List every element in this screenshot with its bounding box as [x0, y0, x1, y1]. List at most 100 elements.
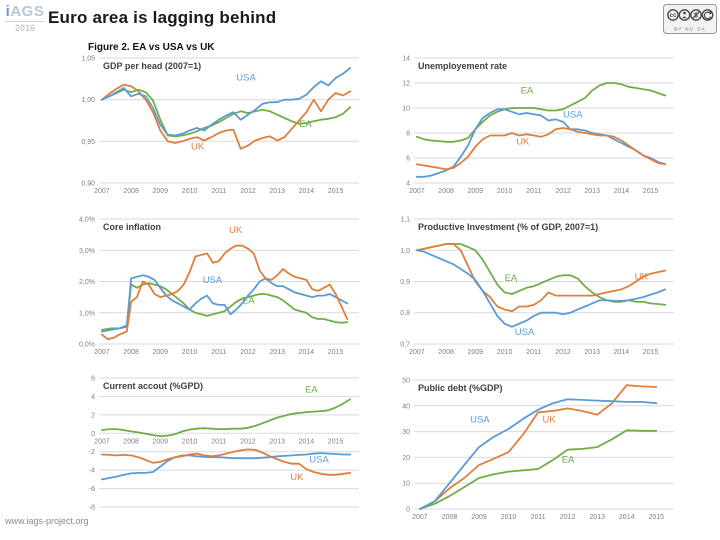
y-tick-label: 0,95 — [81, 139, 95, 146]
y-tick-label: 2 — [91, 412, 95, 419]
x-tick-label: 2007 — [94, 438, 110, 445]
figure-caption: Figure 2. EA vs USA vs UK — [88, 42, 215, 53]
chart-slot-core-inflation: 4,0% 3,0% 2,0% 1,0% 0,0% 2007 2008 2009 2010 2011… — [73, 211, 365, 363]
y-tick-label: -6 — [89, 486, 95, 493]
y-tick-label: 6 — [406, 156, 410, 163]
chart-title: Core inflation — [103, 222, 161, 232]
x-tick-label: 2007 — [412, 514, 428, 521]
gdp-per-head-usa-label: USA — [236, 73, 256, 84]
x-tick-label: 2013 — [584, 349, 600, 356]
x-tick-label: 2009 — [468, 349, 484, 356]
x-tick-label: 2012 — [560, 514, 576, 521]
y-tick-label: 4,0% — [79, 217, 95, 224]
unemployment-ea-line — [415, 82, 667, 143]
current-account-usa-label: USA — [309, 454, 329, 465]
x-tick-label: 2015 — [643, 349, 659, 356]
y-tick-label: 4 — [91, 394, 95, 401]
x-tick-label: 2014 — [619, 514, 635, 521]
x-tick-label: 2015 — [328, 438, 344, 445]
gdp-per-head-uk-label: UK — [191, 142, 205, 153]
public-debt-uk-line — [418, 384, 658, 510]
y-tick-label: 0,90 — [81, 181, 95, 188]
x-tick-label: 2009 — [153, 188, 169, 195]
y-tick-label: 0 — [406, 507, 410, 514]
footer-link[interactable]: www.iags-project.org — [5, 516, 89, 526]
productive-investment-usa-label: USA — [515, 327, 535, 338]
public-debt-ea-label: EA — [562, 455, 575, 466]
current-account-uk-line — [100, 448, 352, 476]
x-tick-label: 2014 — [299, 188, 315, 195]
productive-investment-uk-label: UK — [635, 271, 649, 282]
x-tick-label: 2008 — [438, 349, 454, 356]
gdp-per-head-uk-line — [100, 83, 352, 150]
chart-title: Current accout (%GPD) — [103, 381, 203, 391]
core-inflation-uk-line — [100, 244, 349, 341]
svg-text:$: $ — [694, 13, 698, 20]
y-tick-label: 0,0% — [79, 342, 95, 349]
unemployment-usa-label: USA — [563, 109, 583, 120]
y-tick-label: -2 — [89, 449, 95, 456]
x-tick-label: 2015 — [328, 349, 344, 356]
y-tick-label: 8 — [406, 131, 410, 138]
productive-investment-usa-line — [415, 249, 667, 328]
y-tick-label: 1,0 — [400, 248, 410, 255]
core-inflation-usa-line — [100, 274, 349, 333]
y-tick-label: 2,0% — [79, 279, 95, 286]
cc-license-badge: cc $ BY NC SA — [663, 4, 717, 39]
x-tick-label: 2008 — [442, 514, 458, 521]
x-tick-label: 2012 — [240, 349, 256, 356]
chart-core-inflation: 4,0% 3,0% 2,0% 1,0% 0,0%2007 2008 2009 2010 2011… — [79, 217, 359, 356]
iags-logo-brand: iAGS — [5, 4, 45, 19]
y-tick-label: 1,1 — [400, 217, 410, 224]
public-debt-uk-label: UK — [543, 415, 557, 426]
chart-title: Productive Investment (% of GDP, 2007=1) — [418, 222, 598, 232]
x-tick-label: 2009 — [468, 188, 484, 195]
x-tick-label: 2011 — [211, 438, 226, 445]
public-debt-usa-label: USA — [470, 415, 490, 426]
y-tick-label: 10 — [402, 481, 410, 488]
y-tick-label: 3,0% — [79, 248, 95, 255]
x-tick-label: 2011 — [531, 514, 546, 521]
chart-title: Public debt (%GDP) — [418, 383, 503, 393]
gdp-per-head-ea-line — [100, 88, 352, 138]
gdp-per-head-usa-line — [100, 67, 352, 137]
current-account-uk-label: UK — [290, 472, 304, 483]
current-account-ea-line — [100, 398, 352, 437]
y-tick-label: 14 — [402, 56, 410, 63]
y-tick-label: 1,0% — [79, 310, 95, 317]
page-title: Euro area is lagging behind — [48, 8, 277, 27]
x-tick-label: 2015 — [643, 188, 659, 195]
x-tick-label: 2014 — [614, 188, 630, 195]
y-tick-label: 4 — [406, 181, 410, 188]
x-tick-label: 2014 — [299, 438, 315, 445]
core-inflation-usa-label: USA — [203, 275, 223, 286]
x-tick-label: 2008 — [438, 188, 454, 195]
x-tick-label: 2013 — [269, 188, 285, 195]
cc-license-text: BY NC SA — [674, 27, 706, 32]
unemployment-uk-label: UK — [516, 136, 530, 147]
x-tick-label: 2014 — [614, 349, 630, 356]
x-tick-label: 2012 — [240, 438, 256, 445]
y-tick-label: 10 — [402, 106, 410, 113]
y-tick-label: 20 — [402, 455, 410, 462]
public-debt-ea-line — [418, 429, 658, 510]
by-icon — [682, 11, 687, 19]
y-tick-label: 12 — [402, 81, 410, 88]
chart-title: Unemployement rate — [418, 61, 507, 71]
chart-current-account: 6 4 2 0 -2 -4 -6 -8 2007 2008 2009 2010 2011 2012 2013… — [89, 376, 359, 512]
x-tick-label: 2010 — [497, 349, 513, 356]
x-tick-label: 2007 — [409, 188, 425, 195]
core-inflation-uk-label: UK — [229, 225, 243, 236]
y-tick-label: 40 — [402, 403, 410, 410]
x-tick-label: 2011 — [211, 188, 226, 195]
y-tick-label: -4 — [89, 468, 95, 475]
svg-text:cc: cc — [670, 13, 677, 19]
unemployment-usa-line — [415, 108, 667, 178]
y-tick-label: 0,7 — [400, 342, 410, 349]
x-tick-label: 2015 — [649, 514, 665, 521]
x-tick-label: 2010 — [182, 349, 198, 356]
x-tick-label: 2008 — [123, 438, 139, 445]
nc-icon: $ — [692, 11, 700, 20]
